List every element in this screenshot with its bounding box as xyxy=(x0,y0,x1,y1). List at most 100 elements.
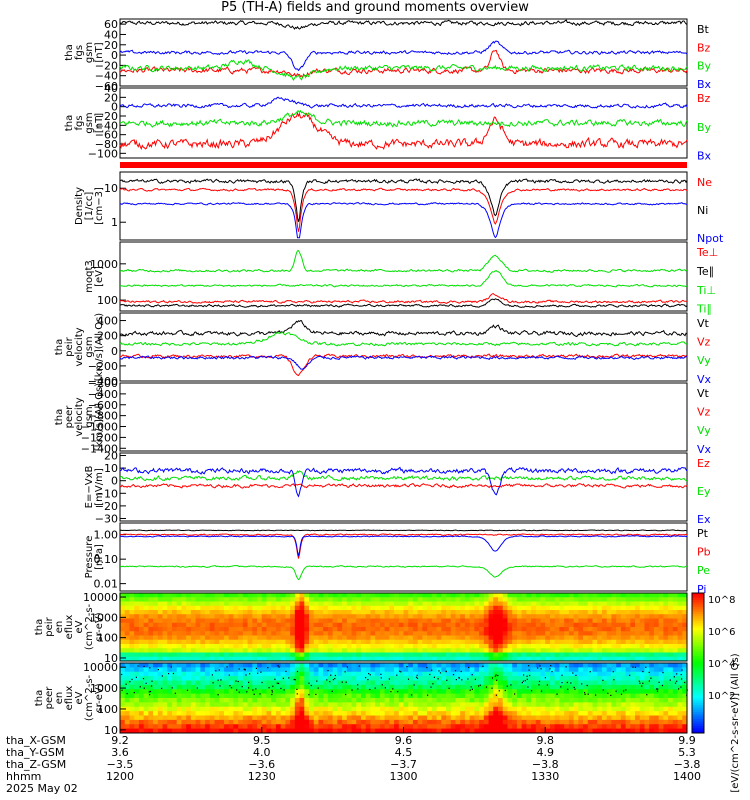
spectrogram-cell xyxy=(342,689,348,695)
spectrogram-cell xyxy=(611,644,617,649)
spectrogram-cell xyxy=(384,610,390,615)
spectrogram-cell xyxy=(389,605,395,611)
spectrogram-cell xyxy=(479,724,485,730)
spectrogram-cell xyxy=(601,663,608,668)
spectrogram-cell xyxy=(129,689,135,695)
spectrogram-cell xyxy=(124,601,130,607)
spectrogram-cell xyxy=(464,652,471,658)
spectrogram-cell xyxy=(625,614,631,619)
spectrogram-cell xyxy=(190,715,197,721)
spectrogram-cell xyxy=(209,711,215,716)
spectrogram-cell xyxy=(630,593,636,598)
spectrogram-cell xyxy=(568,728,575,734)
spectrogram-cell xyxy=(360,702,367,708)
spectrogram-cell xyxy=(162,693,168,699)
spectrogram-cell xyxy=(668,627,674,632)
spectrogram-cell xyxy=(672,689,678,695)
spectrogram-cell xyxy=(620,680,626,686)
series-line-Vt xyxy=(119,320,688,338)
spectrogram-cell xyxy=(672,610,678,615)
spectrogram-cell xyxy=(554,711,560,716)
spectrogram-cell xyxy=(682,656,688,662)
spectrogram-cell xyxy=(327,652,334,658)
noise-dot xyxy=(498,690,500,692)
colorbar-segment xyxy=(692,642,704,645)
spectrogram-cell xyxy=(143,610,149,615)
noise-dot xyxy=(458,677,460,679)
spectrogram-cell xyxy=(365,639,371,645)
spectrogram-cell xyxy=(186,715,192,721)
spectrogram-cell xyxy=(526,656,532,662)
spectrogram-cell xyxy=(294,719,300,725)
spectrogram-cell xyxy=(124,680,130,686)
spectrogram-cell xyxy=(200,663,206,668)
spectrogram-cell xyxy=(611,618,617,624)
spectrogram-cell xyxy=(625,698,631,703)
spectrogram-cell xyxy=(134,639,140,645)
spectrogram-cell xyxy=(389,680,395,686)
spectrogram-cell xyxy=(398,639,404,645)
spectrogram-cell xyxy=(365,593,371,598)
spectrogram-cell xyxy=(488,597,494,602)
spectrogram-cell xyxy=(323,627,329,632)
spectrogram-cell xyxy=(138,728,145,734)
spectrogram-cell xyxy=(460,656,466,662)
spectrogram-cell xyxy=(266,618,272,624)
spectrogram-cell xyxy=(682,605,688,611)
spectrogram-cell xyxy=(464,698,471,703)
spectrogram-cell xyxy=(129,724,135,730)
spectrogram-cell xyxy=(479,648,485,653)
spectrogram-cell xyxy=(417,610,423,615)
spectrogram-cell xyxy=(337,639,343,645)
spectrogram-cell xyxy=(668,618,674,624)
spectrogram-cell xyxy=(143,631,149,636)
spectrogram-cell xyxy=(280,652,286,658)
spectrogram-cell xyxy=(408,652,414,658)
spectrogram-cell xyxy=(601,684,608,690)
spectrogram-cell xyxy=(592,680,598,686)
spectrogram-cell xyxy=(190,656,197,662)
spectrogram-cell xyxy=(469,702,475,708)
spectrogram-cell xyxy=(290,689,296,695)
spectrogram-cell xyxy=(493,635,499,641)
spectrogram-cell xyxy=(531,715,537,721)
spectrogram-cell xyxy=(540,724,546,730)
spectrogram-cell xyxy=(417,676,423,681)
spectrogram-cell xyxy=(668,684,674,690)
spectrogram-cell xyxy=(290,593,296,598)
spectrogram-cell xyxy=(635,627,641,632)
spectrogram-cell xyxy=(502,622,508,628)
spectrogram-cell xyxy=(653,627,660,632)
spectrogram-cell xyxy=(526,631,532,636)
spectrogram-cell xyxy=(205,719,211,725)
spectrogram-cell xyxy=(171,652,178,658)
noise-dot xyxy=(572,672,574,674)
spectrogram-cell xyxy=(176,652,182,658)
spectrogram-cell xyxy=(280,693,286,699)
spectrogram-cell xyxy=(394,605,400,611)
spectrogram-cell xyxy=(630,728,636,734)
spectrogram-cell xyxy=(606,639,612,645)
spectrogram-cell xyxy=(412,711,419,716)
y-tick-label: −100 xyxy=(88,147,118,160)
spectrogram-cell xyxy=(436,593,442,598)
y-axis-label-line: tha xyxy=(64,115,75,131)
spectrogram-cell xyxy=(502,680,508,686)
spectrogram-cell xyxy=(464,601,471,607)
spectrogram-cell xyxy=(493,680,499,686)
y-axis-label: thapeirenefluxeV(cm^2-s-sr-eV) xyxy=(34,603,105,650)
spectrogram-cell xyxy=(205,667,211,673)
spectrogram-cell xyxy=(677,627,683,632)
colorbar-frame xyxy=(691,592,705,734)
spectrogram-cell xyxy=(450,597,456,602)
spectrogram-cell xyxy=(332,593,338,598)
spectrogram-cell xyxy=(285,680,291,686)
noise-dot xyxy=(253,693,255,695)
spectrogram-cell xyxy=(611,601,617,607)
spectrogram-cell xyxy=(332,656,338,662)
spectrogram-cell xyxy=(313,605,319,611)
spectrogram-cell xyxy=(512,698,518,703)
spectrogram-cell xyxy=(356,610,362,615)
spectrogram-cell xyxy=(252,627,258,632)
spectrogram-cell xyxy=(483,639,489,645)
